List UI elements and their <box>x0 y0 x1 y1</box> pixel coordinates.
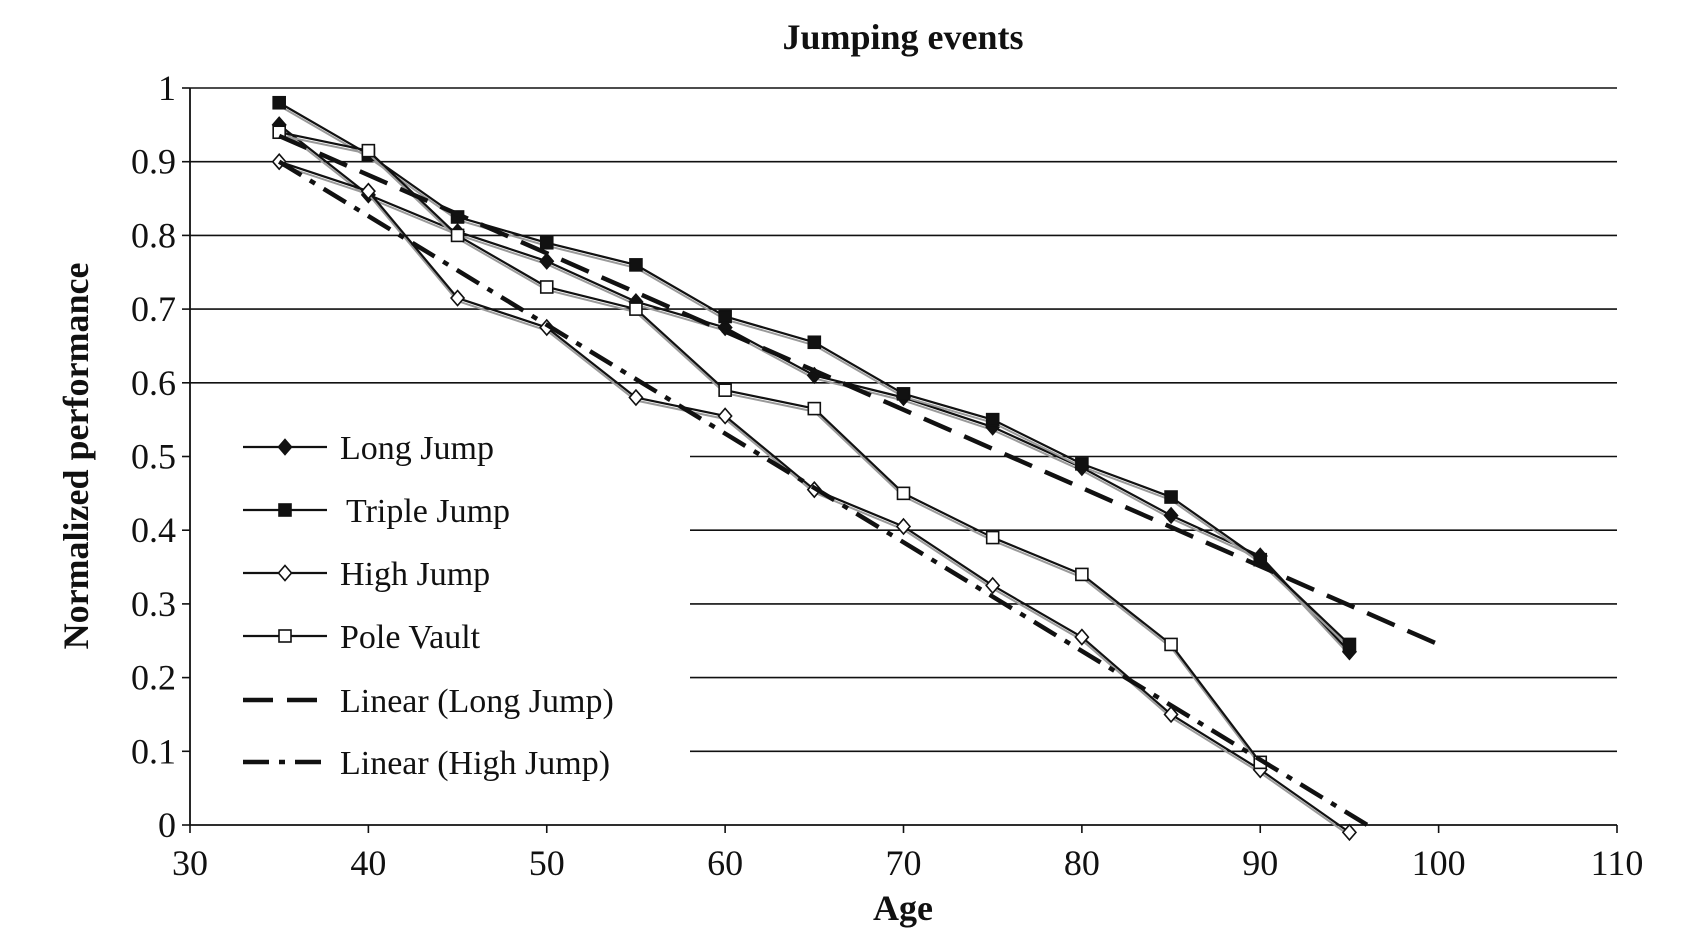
legend: Long Jump Triple Jump High Jump Pole Vault L… <box>243 430 614 782</box>
series-line-pole-vault <box>278 131 1262 764</box>
data-point-pole-vault-65 <box>807 401 822 416</box>
y-tick-label-0.2: 0.2 <box>131 658 176 698</box>
data-point-triple-jump-55 <box>629 258 643 272</box>
x-tick-label-40: 40 <box>350 843 386 883</box>
data-point-high-jump-40 <box>360 182 376 200</box>
x-tick-label-90: 90 <box>1242 843 1278 883</box>
data-point-high-jump-80 <box>1074 628 1090 646</box>
data-point-pole-vault-45 <box>450 228 465 243</box>
series-pole-vault <box>272 125 1268 770</box>
legend-label-long-jump: Long Jump <box>340 430 494 467</box>
series-triple-jump <box>272 95 1357 652</box>
legend-label-pole-vault: Pole Vault <box>340 619 481 656</box>
data-point-high-jump-55 <box>628 388 644 407</box>
data-point-triple-jump-75 <box>985 412 1000 427</box>
y-tick-label-0.3: 0.3 <box>131 584 176 624</box>
series-linear-long-jump <box>278 133 1440 647</box>
legend-label-triple-jump: Triple Jump <box>346 493 510 530</box>
data-point-triple-jump-80 <box>1075 457 1089 471</box>
data-point-pole-vault-80 <box>1075 567 1089 582</box>
y-tick-label-0.1: 0.1 <box>131 731 176 771</box>
data-point-high-jump-95 <box>1341 823 1357 842</box>
series-line-linear-long-jump <box>278 133 1440 647</box>
legend-item-high-jump: High Jump <box>243 556 490 593</box>
data-point-high-jump-70 <box>895 517 912 536</box>
data-point-triple-jump-65 <box>807 335 822 350</box>
data-point-triple-jump-85 <box>1164 490 1178 504</box>
data-point-pole-vault-40 <box>361 143 376 158</box>
legend-item-long-jump: Long Jump <box>243 430 494 467</box>
data-point-triple-jump-95 <box>1342 637 1357 652</box>
data-point-pole-vault-85 <box>1164 637 1178 652</box>
data-point-high-jump-75 <box>985 576 1001 595</box>
data-point-pole-vault-55 <box>629 302 643 316</box>
chart-title: Jumping events <box>782 17 1023 57</box>
legend-marker-pole-vault <box>278 629 292 643</box>
legend-marker-long-jump <box>277 438 293 456</box>
y-axis-title: Normalized performance <box>56 263 96 650</box>
axes: 0 0.1 0.2 0.3 0.4 0.5 0.6 0.7 0.8 0.9 1 30 40 50 60 70 8… <box>131 68 1643 883</box>
x-axis-title: Age <box>873 888 933 928</box>
y-tick-label-1: 1 <box>158 68 176 108</box>
data-point-triple-jump-60 <box>718 309 732 324</box>
data-point-pole-vault-50 <box>539 280 554 294</box>
legend-item-triple-jump: Triple Jump <box>243 493 510 530</box>
data-point-pole-vault-70 <box>896 486 911 501</box>
x-tick-label-30: 30 <box>172 843 208 883</box>
legend-item-linear-long-jump: Linear (Long Jump) <box>243 683 614 720</box>
x-tick-label-50: 50 <box>529 843 565 883</box>
x-tick-label-70: 70 <box>886 843 922 883</box>
data-point-high-jump-60 <box>717 407 733 425</box>
x-tick-label-60: 60 <box>707 843 743 883</box>
y-tick-label-0.4: 0.4 <box>131 510 176 550</box>
legend-label-linear-long-jump: Linear (Long Jump) <box>340 683 614 720</box>
series-shadow-pole-vault <box>278 134 1262 766</box>
y-tick-label-0.9: 0.9 <box>131 142 176 182</box>
y-tick-label-0.5: 0.5 <box>131 437 176 477</box>
series-lines <box>271 95 1440 842</box>
legend-marker-high-jump <box>277 564 293 582</box>
y-tick-label-0.8: 0.8 <box>131 215 176 255</box>
data-point-high-jump-45 <box>450 289 466 307</box>
legend-marker-triple-jump <box>278 503 292 517</box>
data-point-triple-jump-50 <box>539 235 554 250</box>
data-point-pole-vault-75 <box>985 530 1000 545</box>
gridlines <box>190 87 1617 753</box>
legend-label-high-jump: High Jump <box>340 556 490 593</box>
data-point-pole-vault-60 <box>718 383 732 397</box>
legend-label-linear-high-jump: Linear (High Jump) <box>340 745 610 782</box>
data-point-triple-jump-35 <box>272 95 286 110</box>
legend-item-linear-high-jump: Linear (High Jump) <box>243 745 610 782</box>
y-tick-label-0: 0 <box>158 805 176 845</box>
series-linear-high-jump <box>278 159 1369 827</box>
x-tick-label-80: 80 <box>1064 843 1100 883</box>
x-tick-label-110: 110 <box>1591 843 1644 883</box>
data-point-long-jump-85 <box>1163 506 1179 525</box>
series-line-linear-high-jump <box>278 159 1369 827</box>
data-point-triple-jump-70 <box>896 387 911 401</box>
y-tick-label-0.6: 0.6 <box>131 363 176 403</box>
data-point-high-jump-85 <box>1163 705 1179 724</box>
x-tick-label-100: 100 <box>1412 843 1466 883</box>
legend-item-pole-vault: Pole Vault <box>243 619 481 656</box>
data-point-long-jump-50 <box>539 252 555 270</box>
y-tick-label-0.7: 0.7 <box>131 289 176 329</box>
